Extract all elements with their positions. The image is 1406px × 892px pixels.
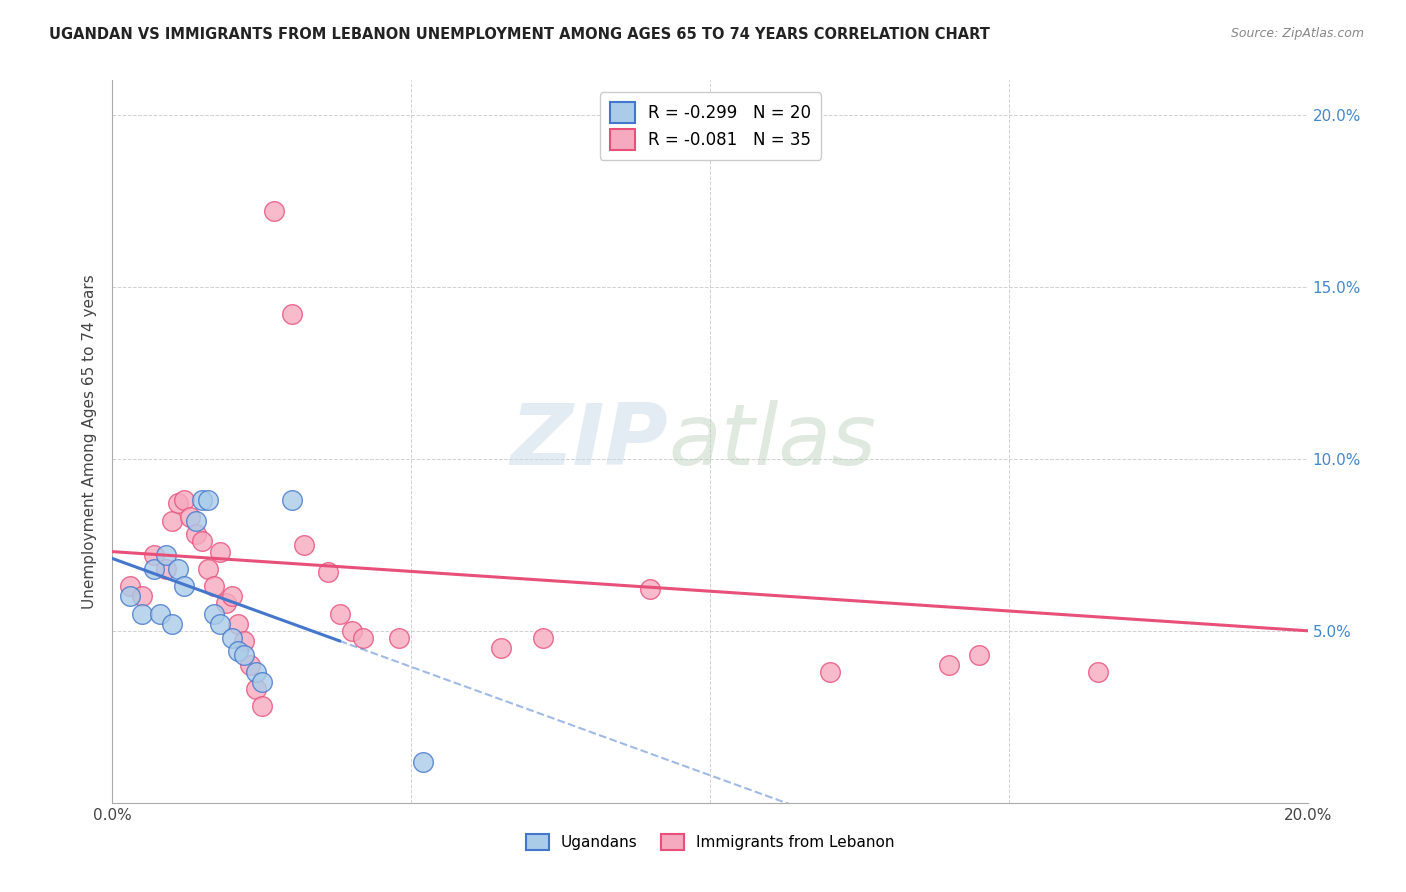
Point xyxy=(281,307,304,321)
Point xyxy=(209,544,232,558)
Point xyxy=(818,665,841,679)
Point xyxy=(226,644,249,658)
Y-axis label: Unemployment Among Ages 65 to 74 years: Unemployment Among Ages 65 to 74 years xyxy=(82,274,97,609)
Text: UGANDAN VS IMMIGRANTS FROM LEBANON UNEMPLOYMENT AMONG AGES 65 TO 74 YEARS CORREL: UGANDAN VS IMMIGRANTS FROM LEBANON UNEMP… xyxy=(49,27,990,42)
Point xyxy=(292,538,315,552)
Point xyxy=(209,616,232,631)
Point xyxy=(245,682,267,697)
Point xyxy=(281,493,304,508)
Text: Source: ZipAtlas.com: Source: ZipAtlas.com xyxy=(1230,27,1364,40)
Point xyxy=(263,204,285,219)
Point xyxy=(412,755,434,769)
Point xyxy=(221,631,243,645)
Point xyxy=(221,590,243,604)
Point xyxy=(531,631,554,645)
Point xyxy=(173,579,195,593)
Point xyxy=(388,631,411,645)
Point xyxy=(143,562,166,576)
Point xyxy=(191,493,214,508)
Point xyxy=(340,624,363,638)
Point xyxy=(1087,665,1109,679)
Point xyxy=(489,640,512,655)
Point xyxy=(245,665,267,679)
Point xyxy=(131,607,153,621)
Point xyxy=(239,658,262,673)
Point xyxy=(197,562,219,576)
Legend: Ugandans, Immigrants from Lebanon: Ugandans, Immigrants from Lebanon xyxy=(520,829,900,856)
Point xyxy=(120,590,142,604)
Point xyxy=(186,527,208,541)
Point xyxy=(226,616,249,631)
Point xyxy=(155,562,177,576)
Point xyxy=(155,548,177,562)
Point xyxy=(640,582,662,597)
Point xyxy=(353,631,375,645)
Point xyxy=(215,596,238,610)
Text: atlas: atlas xyxy=(668,400,876,483)
Point xyxy=(179,510,201,524)
Point xyxy=(316,566,339,580)
Point xyxy=(173,493,195,508)
Point xyxy=(938,658,960,673)
Point xyxy=(167,496,190,510)
Point xyxy=(120,579,142,593)
Point xyxy=(250,675,273,690)
Point xyxy=(233,634,256,648)
Point xyxy=(329,607,352,621)
Point xyxy=(191,534,214,549)
Point xyxy=(143,548,166,562)
Point xyxy=(202,579,225,593)
Point xyxy=(162,514,183,528)
Point xyxy=(967,648,990,662)
Point xyxy=(167,562,190,576)
Text: ZIP: ZIP xyxy=(510,400,668,483)
Point xyxy=(149,607,172,621)
Point xyxy=(131,590,153,604)
Point xyxy=(233,648,256,662)
Point xyxy=(250,699,273,714)
Point xyxy=(202,607,225,621)
Point xyxy=(186,514,208,528)
Point xyxy=(162,616,183,631)
Point xyxy=(197,493,219,508)
